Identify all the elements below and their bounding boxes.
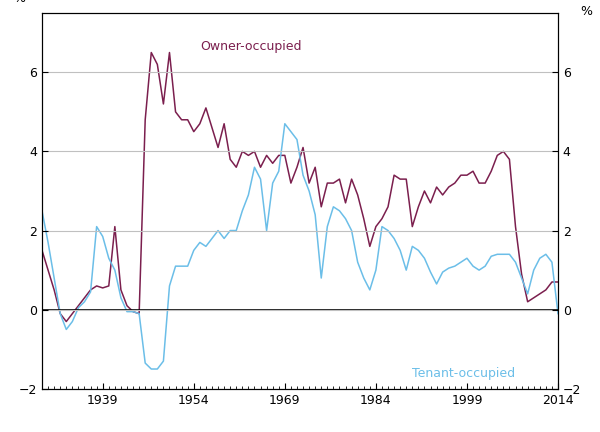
Text: Owner-occupied: Owner-occupied xyxy=(200,39,301,53)
Y-axis label: %: % xyxy=(580,6,592,19)
Text: Tenant-occupied: Tenant-occupied xyxy=(412,367,515,380)
Y-axis label: %: % xyxy=(13,0,25,6)
